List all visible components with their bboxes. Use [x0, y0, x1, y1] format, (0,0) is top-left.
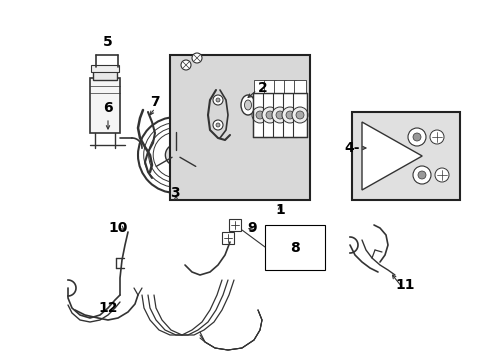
Bar [253, 80, 265, 93]
Text: 5: 5 [103, 35, 113, 49]
Bar [264, 225, 325, 270]
Bar [283, 93, 296, 137]
Text: 9: 9 [246, 221, 256, 235]
Bar [292, 93, 306, 137]
Bar [351, 112, 459, 200]
Circle shape [412, 166, 430, 184]
Text: 8: 8 [289, 241, 299, 255]
Bar [272, 93, 286, 137]
Ellipse shape [241, 95, 254, 115]
Text: 1: 1 [275, 203, 285, 217]
Circle shape [282, 107, 297, 123]
Circle shape [291, 107, 307, 123]
Circle shape [412, 133, 420, 141]
Bar [93, 70, 117, 80]
Circle shape [429, 130, 443, 144]
Bar [264, 80, 275, 93]
Circle shape [216, 123, 220, 127]
Circle shape [181, 60, 191, 70]
Text: 11: 11 [394, 278, 414, 292]
Circle shape [171, 150, 180, 159]
Ellipse shape [244, 100, 251, 110]
Circle shape [192, 53, 202, 63]
Polygon shape [361, 122, 421, 190]
Circle shape [262, 107, 278, 123]
Circle shape [256, 111, 264, 119]
Text: 12: 12 [98, 301, 118, 315]
Bar [222, 232, 234, 244]
Bar [252, 93, 266, 137]
Bar [228, 219, 241, 231]
Circle shape [213, 120, 223, 130]
Bar [293, 80, 305, 93]
Bar [284, 80, 295, 93]
Bar [170, 55, 309, 200]
Circle shape [285, 111, 293, 119]
Bar [90, 78, 120, 133]
Circle shape [165, 144, 186, 166]
Circle shape [216, 98, 220, 102]
Text: 7: 7 [150, 95, 160, 109]
Text: 10: 10 [108, 221, 127, 235]
Circle shape [271, 107, 287, 123]
Circle shape [417, 171, 425, 179]
Circle shape [138, 117, 214, 193]
Circle shape [213, 95, 223, 105]
Text: 4-: 4- [344, 141, 359, 155]
Circle shape [265, 111, 273, 119]
Bar [263, 93, 276, 137]
Circle shape [275, 111, 284, 119]
Circle shape [407, 128, 425, 146]
Circle shape [295, 111, 304, 119]
Text: 6: 6 [103, 101, 113, 115]
Text: 3: 3 [170, 186, 180, 200]
Bar [273, 80, 285, 93]
Circle shape [251, 107, 267, 123]
Text: 2: 2 [258, 81, 267, 95]
Circle shape [434, 168, 448, 182]
Bar [91, 65, 119, 72]
